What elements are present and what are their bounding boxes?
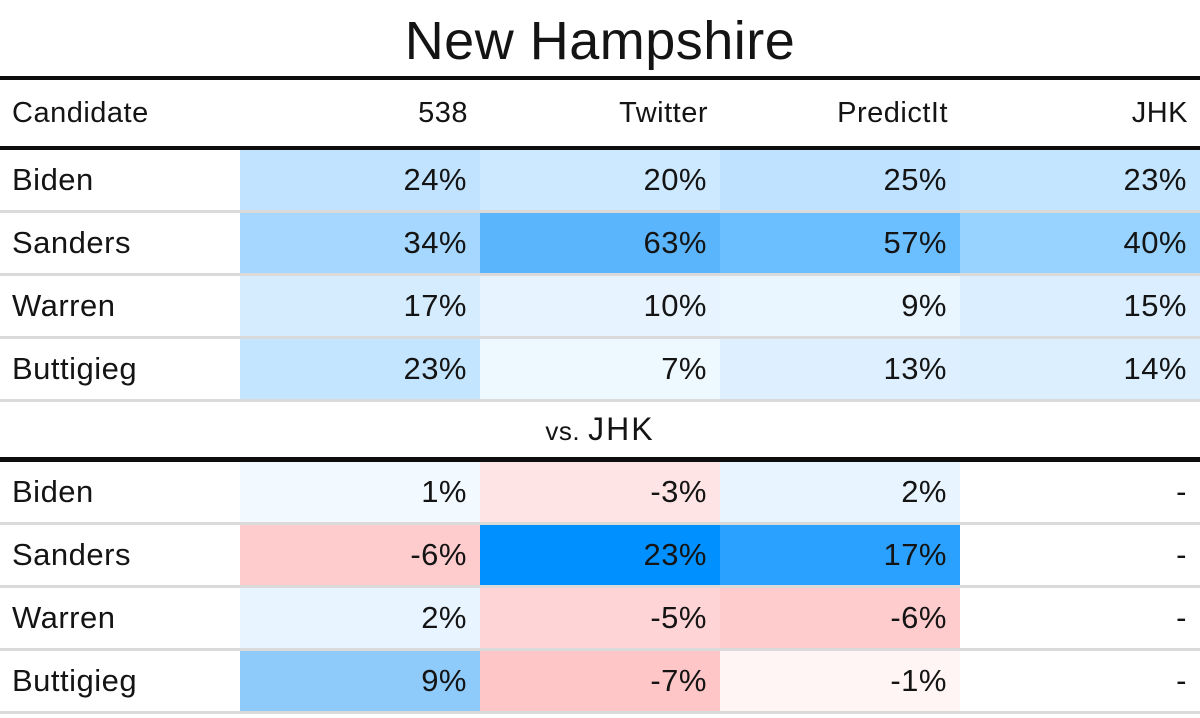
heatmap-cell: 9% bbox=[720, 276, 960, 336]
heatmap-cell: 20% bbox=[480, 150, 720, 210]
row-label: Sanders bbox=[0, 213, 240, 273]
column-header-538: 538 bbox=[418, 96, 468, 129]
heatmap-cell: -5% bbox=[480, 588, 720, 648]
heatmap-cell: 2% bbox=[240, 588, 480, 648]
heatmap-cell: - bbox=[960, 651, 1200, 711]
row-label: Buttigieg bbox=[0, 339, 240, 399]
row-label: Warren bbox=[0, 276, 240, 336]
row-label: Buttigieg bbox=[0, 651, 240, 711]
heatmap-cell: - bbox=[960, 525, 1200, 585]
heatmap-cell: 17% bbox=[240, 276, 480, 336]
table-row-buttigieg: Buttigieg 23% 7% 13% 14% bbox=[0, 339, 1200, 402]
heatmap-cell: -6% bbox=[720, 588, 960, 648]
row-label: Biden bbox=[0, 462, 240, 522]
row-label: Biden bbox=[0, 150, 240, 210]
heatmap-cell: 2% bbox=[720, 462, 960, 522]
heatmap-cell: - bbox=[960, 588, 1200, 648]
heatmap-cell: 23% bbox=[480, 525, 720, 585]
heatmap-cell: 15% bbox=[960, 276, 1200, 336]
row-label: Sanders bbox=[0, 525, 240, 585]
column-header-row: Candidate 538 Twitter PredictIt JHK bbox=[0, 80, 1200, 150]
table-row-warren: Warren 17% 10% 9% 15% bbox=[0, 276, 1200, 339]
heatmap-cell: 34% bbox=[240, 213, 480, 273]
heatmap-cell: 25% bbox=[720, 150, 960, 210]
heatmap-cell: 1% bbox=[240, 462, 480, 522]
polls-table: Biden 24% 20% 25% 23% Sanders 34% 63% 57… bbox=[0, 150, 1200, 402]
title-block: New Hampshire bbox=[0, 0, 1200, 80]
heatmap-cell: -6% bbox=[240, 525, 480, 585]
heatmap-cell: 24% bbox=[240, 150, 480, 210]
page-title: New Hampshire bbox=[404, 11, 796, 71]
heatmap-cell: 57% bbox=[720, 213, 960, 273]
heatmap-cell: 9% bbox=[240, 651, 480, 711]
diff-table: Biden 1% -3% 2% - Sanders -6% 23% 17% - … bbox=[0, 462, 1200, 714]
column-header-twitter: Twitter bbox=[619, 96, 708, 129]
diff-row-buttigieg: Buttigieg 9% -7% -1% - bbox=[0, 651, 1200, 714]
heatmap-cell: 17% bbox=[720, 525, 960, 585]
diff-row-biden: Biden 1% -3% 2% - bbox=[0, 462, 1200, 525]
row-label: Warren bbox=[0, 588, 240, 648]
heatmap-cell: -7% bbox=[480, 651, 720, 711]
column-header-predictit: PredictIt bbox=[837, 96, 948, 129]
heatmap-cell: -3% bbox=[480, 462, 720, 522]
heatmap-cell: 10% bbox=[480, 276, 720, 336]
heatmap-cell: 23% bbox=[240, 339, 480, 399]
column-header-candidate: Candidate bbox=[12, 96, 149, 129]
section-divider: vs. JHK bbox=[0, 402, 1200, 462]
diff-row-warren: Warren 2% -5% -6% - bbox=[0, 588, 1200, 651]
bottom-margin bbox=[0, 714, 1200, 718]
heatmap-cell: -1% bbox=[720, 651, 960, 711]
heatmap-cell: 13% bbox=[720, 339, 960, 399]
table-row-biden: Biden 24% 20% 25% 23% bbox=[0, 150, 1200, 213]
heatmap-cell: 23% bbox=[960, 150, 1200, 210]
divider-label: JHK bbox=[588, 411, 655, 447]
heatmap-cell: 40% bbox=[960, 213, 1200, 273]
diff-row-sanders: Sanders -6% 23% 17% - bbox=[0, 525, 1200, 588]
heatmap-cell: - bbox=[960, 462, 1200, 522]
heatmap-cell: 14% bbox=[960, 339, 1200, 399]
column-header-jhk: JHK bbox=[1131, 96, 1188, 129]
table-row-sanders: Sanders 34% 63% 57% 40% bbox=[0, 213, 1200, 276]
heatmap-cell: 7% bbox=[480, 339, 720, 399]
divider-prefix: vs. bbox=[545, 416, 581, 446]
heatmap-cell: 63% bbox=[480, 213, 720, 273]
